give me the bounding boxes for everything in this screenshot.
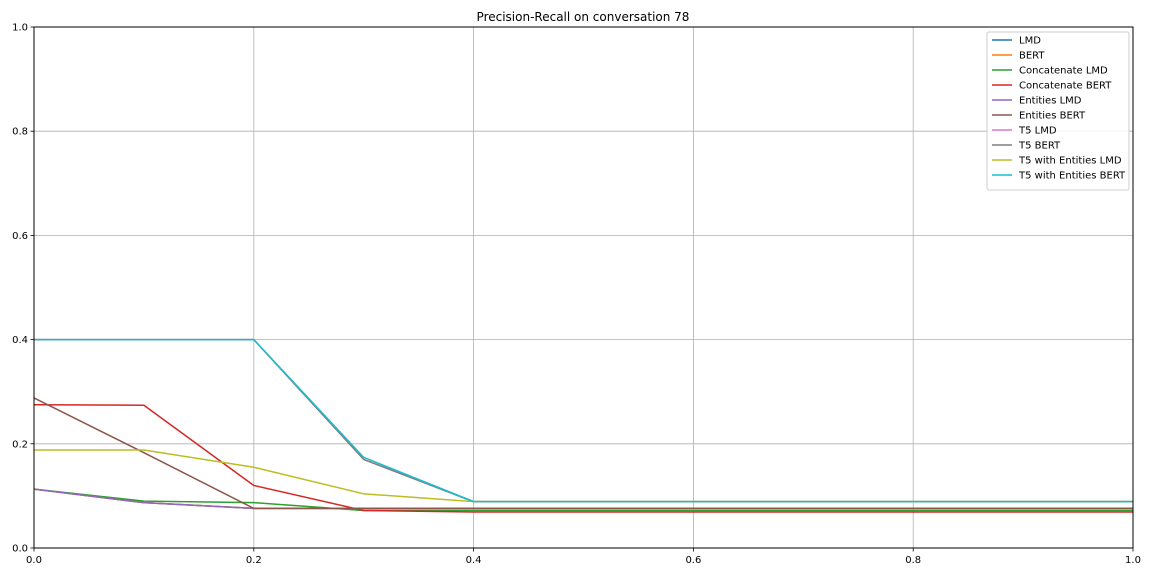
y-tick-label: 0.0 — [12, 544, 28, 555]
series-line-entities-bert — [33, 397, 1133, 510]
y-tick-label: 0.8 — [12, 127, 28, 138]
chart-title: Precision-Recall on conversation 78 — [477, 10, 690, 24]
axis-ticks: 0.0 0.2 0.4 0.6 0.8 1.0 0.0 0.2 0.4 0.6 0.8 1.0 — [12, 23, 1141, 567]
x-tick-label: 0.2 — [246, 555, 262, 566]
legend-box — [986, 31, 1130, 191]
series-line-t5-with-entities-bert — [34, 338, 1133, 503]
legend-label: Entities BERT — [1019, 111, 1086, 122]
legend-label: LMD — [1019, 36, 1041, 47]
x-tick-label: 0.0 — [26, 555, 42, 566]
y-tick-label: 0.4 — [12, 335, 28, 346]
legend: LMD BERT Concatenate LMD Concatenate BERT En… — [986, 31, 1130, 191]
legend-label: Entities LMD — [1019, 96, 1082, 107]
plot-frame — [33, 26, 1134, 549]
series-line-concatenate-bert — [33, 403, 1133, 513]
series-line-concatenate-lmd — [33, 488, 1133, 512]
series-lines — [33, 338, 1133, 513]
legend-label: BERT — [1019, 51, 1045, 62]
y-tick-label: 0.6 — [12, 231, 28, 242]
legend-label: T5 with Entities LMD — [1018, 156, 1122, 167]
legend-label: T5 with Entities BERT — [1018, 171, 1126, 182]
x-tick-label: 1.0 — [1125, 555, 1141, 566]
y-tick-label: 1.0 — [12, 23, 28, 34]
legend-label: T5 BERT — [1018, 141, 1061, 152]
legend-label: T5 LMD — [1018, 126, 1057, 137]
legend-label: Concatenate BERT — [1019, 81, 1112, 92]
legend-label: Concatenate LMD — [1019, 66, 1108, 77]
x-tick-label: 0.4 — [466, 555, 482, 566]
y-tick-label: 0.2 — [12, 439, 28, 450]
x-tick-label: 0.6 — [685, 555, 701, 566]
x-tick-label: 0.8 — [905, 555, 921, 566]
